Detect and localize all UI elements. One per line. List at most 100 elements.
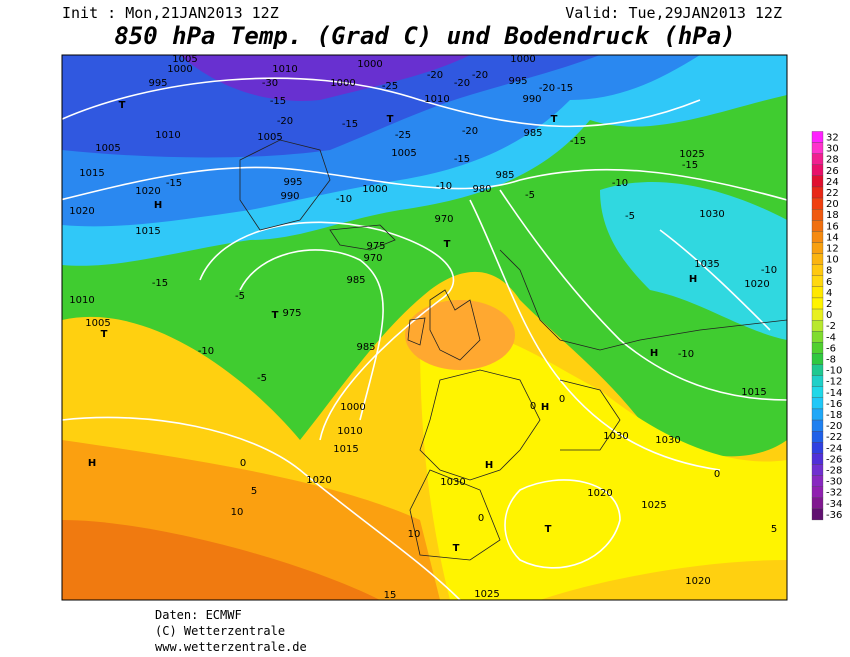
colorbar-label: 12: [826, 244, 839, 255]
pressure-center: H: [650, 348, 658, 359]
contour-label: 1025: [641, 500, 666, 511]
contour-label: 975: [366, 241, 385, 252]
pressure-center: T: [545, 524, 552, 535]
map-title: 850 hPa Temp. (Grad C) und Bodendruck (h…: [114, 22, 735, 50]
contour-label: -15: [682, 160, 698, 171]
colorbar-swatch: [811, 364, 824, 376]
contour-label: -30: [262, 78, 278, 89]
contour-label: 990: [280, 191, 299, 202]
contour-label: 990: [522, 94, 541, 105]
contour-label: 0: [530, 401, 536, 412]
contour-label: -15: [557, 83, 573, 94]
isobar: [239, 249, 384, 421]
colorbar-swatch: [811, 297, 824, 310]
colorbar-label: -20: [826, 421, 842, 432]
colorbar-label: -6: [826, 343, 836, 354]
contour-label: -5: [525, 190, 535, 201]
colorbar-label: -34: [826, 499, 842, 510]
footer-line: Daten: ECMWF: [155, 608, 242, 622]
colorbar-label: -2: [826, 321, 836, 332]
colorbar-swatch: [811, 464, 824, 476]
colorbar-swatch: [811, 220, 824, 232]
contour-label: 1030: [440, 477, 465, 488]
contour-label: -15: [570, 136, 586, 147]
contour-label: 985: [495, 170, 514, 181]
contour-label: -15: [454, 154, 470, 165]
contour-label: -5: [235, 291, 245, 302]
pressure-center: H: [154, 200, 162, 211]
colorbar-label: -16: [826, 399, 842, 410]
contour-label: 1020: [744, 279, 769, 290]
contour-label: -10: [761, 265, 777, 276]
contour-label: 5: [771, 524, 777, 535]
contour-label: -25: [395, 130, 411, 141]
contour-label: -20: [539, 83, 555, 94]
colorbar-swatch: [811, 142, 824, 154]
contour-label: 1025: [679, 149, 704, 160]
colorbar-label: -8: [826, 355, 836, 366]
contour-label: 15: [384, 590, 397, 601]
contour-label: 1030: [655, 435, 680, 446]
colorbar-label: -14: [826, 388, 842, 399]
contour-label: 995: [148, 78, 167, 89]
colorbar-label: -36: [826, 510, 842, 521]
pressure-center: T: [453, 543, 460, 554]
colorbar-swatch: [811, 164, 824, 177]
colorbar-swatch: [811, 486, 824, 498]
colorbar-label: -10: [826, 366, 842, 377]
contour-label: 1010: [424, 94, 449, 105]
colorbar-label: -30: [826, 477, 842, 488]
contour-label: 0: [240, 458, 246, 469]
footer-line: www.wetterzentrale.de: [155, 640, 307, 654]
colorbar-swatch: [811, 442, 824, 454]
contour-label: 1020: [135, 186, 160, 197]
colorbar: 32302826242220181614121086420-2-4-6-8-10…: [811, 131, 842, 521]
contour-label: 1015: [135, 226, 160, 237]
colorbar-swatch: [811, 319, 824, 332]
contour-label: 1000: [362, 184, 387, 195]
colorbar-swatch: [811, 397, 824, 410]
colorbar-label: 30: [826, 144, 839, 155]
contour-label: -15: [270, 96, 286, 107]
colorbar-label: -26: [826, 454, 842, 465]
contour-label: 1005: [257, 132, 282, 143]
contour-label: -10: [678, 349, 694, 360]
colorbar-swatch: [811, 497, 824, 510]
contour-label: -20: [277, 116, 293, 127]
contour-label: 970: [434, 214, 453, 225]
colorbar-label: 32: [826, 133, 839, 144]
contour-label: 1020: [306, 475, 331, 486]
colorbar-swatch: [811, 353, 824, 365]
contour-label: 0: [559, 394, 565, 405]
pressure-center: T: [119, 100, 126, 111]
footer-line: (C) Wetterzentrale: [155, 624, 285, 638]
pressure-center: T: [444, 239, 451, 250]
contour-label: -10: [336, 194, 352, 205]
map-frame: [61, 54, 788, 601]
colorbar-swatch: [811, 253, 824, 265]
coastline: [239, 139, 787, 561]
colorbar-swatch: [811, 186, 824, 199]
field-yellow: [420, 330, 787, 600]
contour-label: 970: [363, 253, 382, 264]
contour-label: 1010: [272, 64, 297, 75]
contour-label: -20: [462, 126, 478, 137]
contour-label: 995: [283, 177, 302, 188]
isobar: [62, 77, 701, 128]
colorbar-swatch: [811, 197, 824, 210]
isobar: [659, 229, 771, 331]
colorbar-label: 22: [826, 188, 839, 199]
contour-label: 0: [714, 469, 720, 480]
pressure-center: T: [101, 329, 108, 340]
contour-label: 1005: [172, 54, 197, 65]
colorbar-swatch: [811, 286, 824, 299]
init-time: Init : Mon,21JAN2013 12Z: [62, 4, 279, 22]
contour-label: 1010: [155, 130, 180, 141]
colorbar-label: 4: [826, 288, 832, 299]
contour-label: 975: [282, 308, 301, 319]
contour-label: 985: [523, 128, 542, 139]
contour-label: -5: [625, 211, 635, 222]
colorbar-label: 20: [826, 199, 839, 210]
contour-label: -5: [257, 373, 267, 384]
colorbar-swatch: [811, 475, 824, 487]
